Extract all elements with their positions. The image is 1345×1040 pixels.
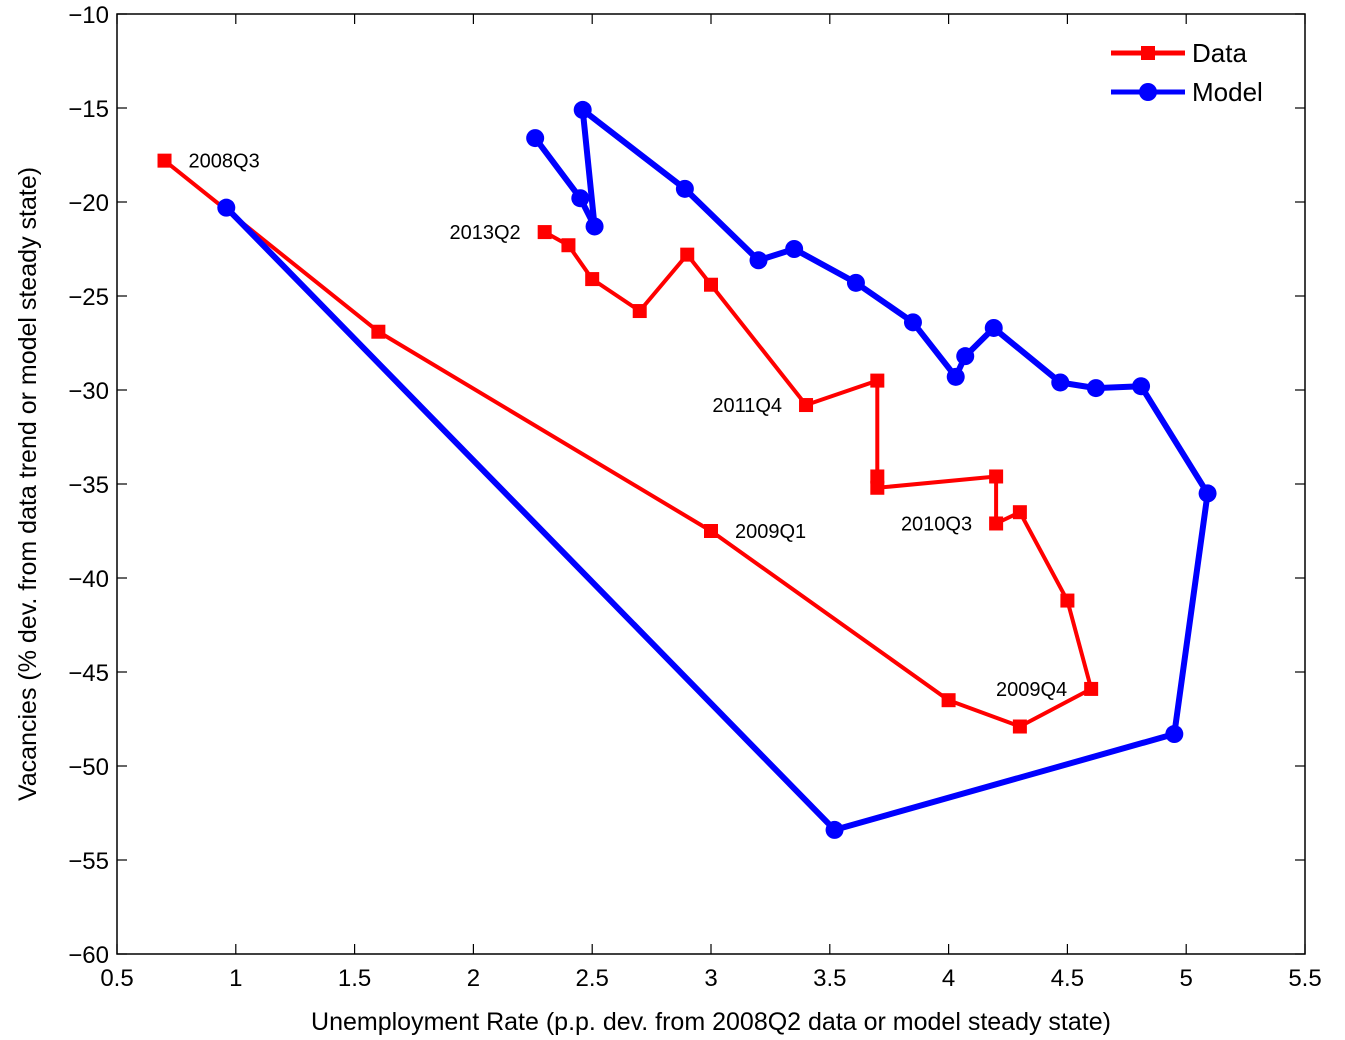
annotation-label: 2010Q3 (901, 513, 972, 535)
model-point (956, 347, 975, 366)
model-point (573, 100, 592, 119)
model-point (785, 240, 804, 258)
model-point (946, 367, 965, 386)
x-tick-label: 0.5 (100, 965, 133, 992)
y-tick-label: −30 (68, 378, 109, 405)
model-point (1165, 725, 1184, 744)
data-point (585, 272, 600, 287)
series-line-data (163, 159, 1094, 729)
model-point (749, 251, 768, 270)
data-point (1060, 593, 1075, 608)
y-tick-labels: −60 −55 −50 −45 −40 −35 −30 −25 −20 −15 −10 (68, 2, 109, 969)
legend-model-marker (1139, 83, 1157, 101)
model-point (675, 179, 694, 198)
data-point (157, 153, 172, 168)
model-point (1051, 373, 1070, 392)
data-point (537, 225, 552, 240)
data-point (680, 247, 695, 262)
y-tick-label: −40 (68, 566, 109, 593)
x-tick-label: 5 (1180, 965, 1193, 992)
annotation-label: 2009Q4 (996, 679, 1067, 701)
annotations: 2008Q3 2009Q1 2009Q4 2010Q3 2011Q4 2013Q2 (189, 151, 1068, 701)
x-tick-label: 2.5 (576, 965, 609, 992)
data-point (989, 469, 1004, 484)
model-point (984, 318, 1003, 337)
model-point (825, 820, 844, 839)
annotation-label: 2011Q4 (712, 395, 782, 417)
data-point (941, 693, 956, 708)
model-point (1086, 379, 1105, 398)
y-tick-label: −15 (68, 96, 109, 123)
model-point (571, 189, 590, 208)
data-point (704, 277, 718, 292)
y-tick-label: −60 (68, 942, 109, 969)
y-tick-label: −55 (68, 848, 109, 875)
y-tick-label: −10 (68, 2, 109, 29)
series-layer (157, 100, 1217, 839)
model-point (903, 313, 922, 332)
x-tick-label: 3 (704, 965, 717, 992)
model-point (526, 129, 545, 148)
data-point (870, 373, 885, 388)
data-point (704, 524, 718, 538)
annotation-label: 2013Q2 (450, 222, 521, 244)
x-tick-label: 5.5 (1288, 965, 1321, 992)
y-tick-label: −35 (68, 472, 109, 499)
y-axis-label: Vacancies (% dev. from data trend or mod… (14, 167, 42, 801)
data-point (371, 324, 386, 339)
data-point (870, 480, 885, 495)
y-tick-label: −20 (68, 190, 109, 217)
legend: Data Model (1111, 38, 1263, 107)
x-tick-label: 1.5 (338, 965, 371, 992)
y-tick-label: −25 (68, 284, 109, 311)
data-point (632, 304, 647, 319)
x-tick-label: 1 (229, 965, 242, 992)
model-point (585, 217, 604, 236)
data-point (799, 398, 814, 413)
axis-ticks (116, 13, 1306, 955)
data-point (561, 238, 576, 253)
x-tick-label: 3.5 (813, 965, 846, 992)
series-data (157, 153, 1099, 734)
annotation-label: 2009Q1 (735, 521, 806, 543)
data-point (870, 469, 885, 484)
x-tick-labels: 0.5 1 1.5 2 2.5 3 3.5 4 4.5 5 5.5 (100, 965, 1321, 992)
data-point (1084, 681, 1099, 696)
legend-model-label: Model (1192, 77, 1263, 107)
legend-data-label: Data (1192, 38, 1247, 68)
model-point (1198, 484, 1217, 503)
data-point (1012, 505, 1027, 520)
model-point (1132, 377, 1151, 396)
y-tick-label: −45 (68, 660, 109, 687)
annotation-label: 2008Q3 (189, 151, 260, 173)
x-tick-label: 4 (942, 965, 955, 992)
model-point (846, 273, 865, 292)
legend-data-marker (1141, 46, 1155, 60)
x-axis-label: Unemployment Rate (p.p. dev. from 2008Q2… (311, 1008, 1111, 1036)
plot-area (116, 13, 1306, 955)
model-point (217, 198, 236, 217)
y-tick-label: −50 (68, 754, 109, 781)
x-tick-label: 2 (467, 965, 480, 992)
x-tick-label: 4.5 (1051, 965, 1084, 992)
data-point (1012, 719, 1027, 734)
series-model (217, 100, 1217, 839)
data-point (989, 516, 1004, 531)
